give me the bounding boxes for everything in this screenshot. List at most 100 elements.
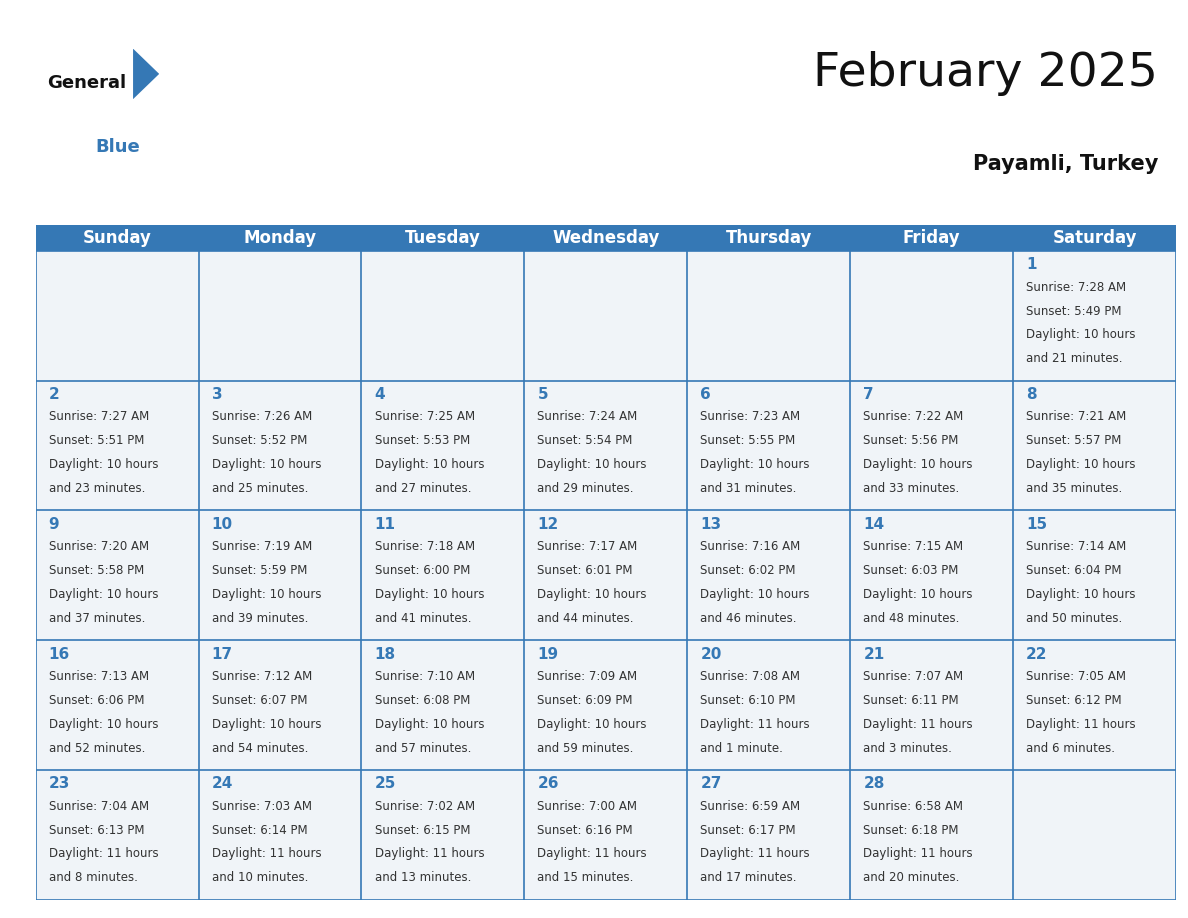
Text: Daylight: 10 hours: Daylight: 10 hours [864,458,973,471]
Text: Sunset: 6:17 PM: Sunset: 6:17 PM [701,823,796,836]
Text: Sunrise: 7:07 AM: Sunrise: 7:07 AM [864,670,963,683]
Bar [36,225,1176,251]
Text: Sunset: 5:51 PM: Sunset: 5:51 PM [49,434,144,447]
Text: Sunset: 5:55 PM: Sunset: 5:55 PM [701,434,796,447]
Bar [198,381,361,510]
Text: 26: 26 [537,777,558,791]
Bar [361,381,524,510]
Text: Sunset: 6:04 PM: Sunset: 6:04 PM [1026,564,1121,577]
Bar [688,381,851,510]
Text: Monday: Monday [244,229,316,247]
Text: Sunset: 6:14 PM: Sunset: 6:14 PM [211,823,308,836]
Text: Daylight: 10 hours: Daylight: 10 hours [1026,329,1136,341]
Text: Sunrise: 7:28 AM: Sunrise: 7:28 AM [1026,281,1126,294]
Text: 12: 12 [537,517,558,532]
Text: Sunset: 6:01 PM: Sunset: 6:01 PM [537,564,633,577]
Bar [198,510,361,640]
Text: 22: 22 [1026,646,1048,662]
Text: and 37 minutes.: and 37 minutes. [49,611,145,625]
Text: 28: 28 [864,777,885,791]
Text: Daylight: 10 hours: Daylight: 10 hours [537,458,647,471]
Text: and 59 minutes.: and 59 minutes. [537,742,634,755]
Text: 14: 14 [864,517,884,532]
Text: Sunrise: 7:02 AM: Sunrise: 7:02 AM [374,800,475,812]
Text: Daylight: 10 hours: Daylight: 10 hours [701,458,810,471]
Text: Sunset: 6:09 PM: Sunset: 6:09 PM [537,694,633,707]
Bar [1013,640,1176,770]
Bar [688,770,851,900]
Text: and 27 minutes.: and 27 minutes. [374,482,470,495]
Text: Sunrise: 6:58 AM: Sunrise: 6:58 AM [864,800,963,812]
Text: Sunrise: 7:23 AM: Sunrise: 7:23 AM [701,410,801,423]
Bar [524,251,688,381]
Text: and 10 minutes.: and 10 minutes. [211,871,308,884]
Text: Sunrise: 7:27 AM: Sunrise: 7:27 AM [49,410,148,423]
Text: 17: 17 [211,646,233,662]
Text: Tuesday: Tuesday [405,229,481,247]
Text: Sunset: 5:49 PM: Sunset: 5:49 PM [1026,305,1121,318]
Bar [1013,381,1176,510]
Text: 19: 19 [537,646,558,662]
Bar [524,510,688,640]
Text: 3: 3 [211,387,222,402]
Text: and 46 minutes.: and 46 minutes. [701,611,797,625]
Text: 27: 27 [701,777,722,791]
Text: and 29 minutes.: and 29 minutes. [537,482,634,495]
Text: Sunrise: 7:25 AM: Sunrise: 7:25 AM [374,410,475,423]
Bar [688,510,851,640]
Text: Sunrise: 7:15 AM: Sunrise: 7:15 AM [864,540,963,554]
Text: 21: 21 [864,646,885,662]
Text: 24: 24 [211,777,233,791]
Text: Sunset: 6:13 PM: Sunset: 6:13 PM [49,823,144,836]
Text: and 33 minutes.: and 33 minutes. [864,482,960,495]
Text: Daylight: 10 hours: Daylight: 10 hours [211,718,321,731]
Text: Sunrise: 7:21 AM: Sunrise: 7:21 AM [1026,410,1126,423]
Text: and 44 minutes.: and 44 minutes. [537,611,634,625]
Text: 11: 11 [374,517,396,532]
Text: Daylight: 10 hours: Daylight: 10 hours [211,458,321,471]
Text: Daylight: 10 hours: Daylight: 10 hours [374,458,484,471]
Text: February 2025: February 2025 [814,51,1158,96]
Bar [1013,510,1176,640]
Bar [524,381,688,510]
Text: and 6 minutes.: and 6 minutes. [1026,742,1116,755]
Text: Sunrise: 6:59 AM: Sunrise: 6:59 AM [701,800,801,812]
Text: Daylight: 10 hours: Daylight: 10 hours [374,588,484,601]
Text: Daylight: 10 hours: Daylight: 10 hours [49,588,158,601]
Text: and 21 minutes.: and 21 minutes. [1026,353,1123,365]
Text: and 15 minutes.: and 15 minutes. [537,871,634,884]
Text: and 23 minutes.: and 23 minutes. [49,482,145,495]
Text: Daylight: 11 hours: Daylight: 11 hours [864,847,973,860]
Text: and 17 minutes.: and 17 minutes. [701,871,797,884]
Text: 23: 23 [49,777,70,791]
Text: Sunrise: 7:12 AM: Sunrise: 7:12 AM [211,670,311,683]
Text: Sunset: 6:03 PM: Sunset: 6:03 PM [864,564,959,577]
Text: 2: 2 [49,387,59,402]
Text: 9: 9 [49,517,59,532]
Text: Daylight: 10 hours: Daylight: 10 hours [49,718,158,731]
Text: Sunset: 6:11 PM: Sunset: 6:11 PM [864,694,959,707]
Text: Daylight: 11 hours: Daylight: 11 hours [211,847,321,860]
Text: 20: 20 [701,646,722,662]
Text: Sunrise: 7:08 AM: Sunrise: 7:08 AM [701,670,801,683]
Text: Daylight: 11 hours: Daylight: 11 hours [49,847,158,860]
Text: Daylight: 10 hours: Daylight: 10 hours [701,588,810,601]
Text: 16: 16 [49,646,70,662]
Text: and 39 minutes.: and 39 minutes. [211,611,308,625]
Text: Daylight: 10 hours: Daylight: 10 hours [864,588,973,601]
Text: Sunrise: 7:05 AM: Sunrise: 7:05 AM [1026,670,1126,683]
Text: Daylight: 11 hours: Daylight: 11 hours [374,847,485,860]
Text: Friday: Friday [903,229,961,247]
Text: 8: 8 [1026,387,1037,402]
Text: Daylight: 11 hours: Daylight: 11 hours [537,847,647,860]
Text: Sunset: 6:02 PM: Sunset: 6:02 PM [701,564,796,577]
Text: Sunrise: 7:16 AM: Sunrise: 7:16 AM [701,540,801,554]
Bar [198,770,361,900]
Text: Sunrise: 7:18 AM: Sunrise: 7:18 AM [374,540,475,554]
Text: Sunset: 6:00 PM: Sunset: 6:00 PM [374,564,470,577]
Text: and 25 minutes.: and 25 minutes. [211,482,308,495]
Text: Daylight: 11 hours: Daylight: 11 hours [701,718,810,731]
Text: Sunset: 5:52 PM: Sunset: 5:52 PM [211,434,307,447]
Text: Sunset: 5:57 PM: Sunset: 5:57 PM [1026,434,1121,447]
Text: Sunset: 6:15 PM: Sunset: 6:15 PM [374,823,470,836]
